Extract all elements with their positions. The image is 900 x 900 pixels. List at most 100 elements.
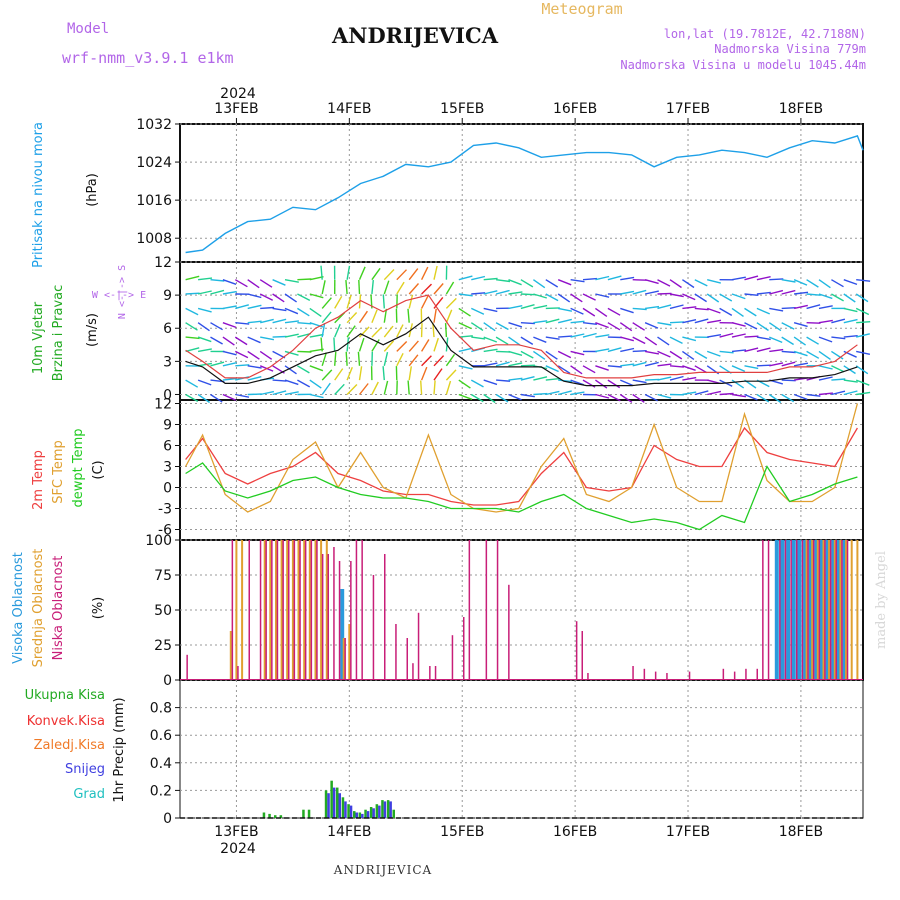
precip-bar (324, 790, 328, 818)
wind-arrow (694, 279, 708, 287)
wind-arrow (433, 283, 444, 295)
wind-arrow (222, 377, 237, 381)
wind-arrow (706, 350, 721, 357)
wind-arrow (433, 308, 437, 323)
wind-arrow (570, 365, 583, 375)
wind-arrow (458, 307, 471, 317)
cloud-bar (248, 540, 250, 680)
wind-arrow (694, 365, 708, 374)
cloud-bar (808, 540, 813, 680)
wind-arrow (445, 297, 457, 309)
wind-arrow (371, 280, 374, 295)
panel-frames (179, 123, 864, 819)
cloud-label-high: Visoka Oblacnost (11, 552, 26, 664)
precip-bar (358, 812, 362, 818)
wind-arrow (210, 336, 223, 345)
wind-arrow (235, 393, 250, 398)
wind-arrows (185, 265, 871, 404)
wind-speed-line (185, 316, 858, 387)
year-top: 2024 (220, 86, 256, 102)
wind-arrow (383, 308, 388, 323)
wind-arrow (707, 319, 722, 324)
wind-arrow (557, 350, 572, 359)
y-tick-label: 9 (163, 288, 172, 304)
wind-arrow (260, 390, 275, 396)
wind-arrow (694, 307, 709, 311)
wind-arrow (483, 277, 498, 281)
pressure-unit: (hPa) (85, 173, 100, 207)
wind-arrow (284, 307, 299, 315)
wind-arrow (793, 336, 806, 346)
cloud-bar (355, 540, 358, 680)
cloud-bar (812, 540, 815, 680)
cloud-bar (836, 540, 841, 680)
wind-arrow (520, 279, 534, 288)
wind-arrow (533, 336, 547, 343)
temp-label-dewpt: dewpt Temp (71, 428, 86, 507)
wind-arrow (520, 350, 534, 359)
wind-arrow (669, 304, 684, 310)
y-tick-label: 0.8 (150, 701, 172, 717)
wind-arrow (334, 312, 345, 324)
date-label-top: 15FEB (440, 101, 484, 117)
wind-arrow (657, 322, 672, 326)
wind-arrow (222, 290, 237, 295)
y-tick-label: -6 (158, 523, 172, 539)
precip-bar (344, 801, 347, 818)
y-tick-label: 12 (154, 255, 172, 271)
cloud-bar (825, 540, 830, 680)
cloud-bar (231, 540, 234, 680)
wind-axis-label: 10m Vjetar (31, 301, 46, 374)
wind-arrow (582, 277, 598, 281)
wind-arrow (396, 269, 408, 281)
cloud-label-mid: Srednja Oblacnost (31, 549, 46, 668)
cloud-bar (282, 540, 284, 680)
y-tick-label: 1024 (136, 155, 172, 171)
panel-frame (179, 123, 864, 263)
cloud-bar (338, 561, 341, 680)
wind-arrow (408, 283, 420, 295)
wind-arrow (371, 326, 383, 338)
cloud-bar (361, 540, 363, 680)
cloud-bar (344, 638, 346, 680)
cloud-bar (186, 654, 188, 680)
wind-arrow (756, 276, 771, 281)
wind-arrow (781, 379, 796, 382)
cloud-bar (733, 671, 736, 680)
wind-arrow (346, 337, 350, 352)
y-tick-label: 0 (163, 387, 172, 403)
wind-arrow (843, 318, 858, 324)
wind-arrow (260, 318, 274, 324)
cloud-panel (180, 540, 863, 680)
wind-arrow (620, 276, 635, 281)
wind-arrow (669, 350, 683, 360)
wind-arrow (843, 293, 856, 303)
wind-arrow (669, 279, 682, 289)
cloud-bar (297, 540, 300, 680)
wind-arrow (818, 293, 833, 300)
wind-arrow (508, 362, 523, 367)
wind-arrow (570, 391, 585, 396)
wind-arrow (682, 391, 697, 396)
wind-arrow (382, 294, 385, 309)
wind-arrow (706, 307, 721, 314)
wind-arrow (247, 293, 262, 299)
wind-arrow (458, 393, 473, 400)
wind-arrow (607, 275, 622, 281)
wind-arrow (657, 336, 670, 346)
cloud-bar (845, 540, 848, 680)
wind-axis-sublabel: Brzina i Pravac (51, 285, 66, 382)
wind-arrow (247, 393, 262, 396)
cloud-bar (406, 638, 408, 680)
wind-arrow (508, 291, 523, 295)
wind-arrow (235, 364, 250, 367)
wind-arrow (495, 322, 509, 331)
wind-arrow (644, 336, 658, 346)
wind-arrow (321, 297, 332, 309)
wind-arrow (247, 350, 260, 360)
wind-arrow (358, 383, 369, 395)
y-tick-label: 0 (163, 811, 172, 827)
wind-arrow (408, 354, 419, 367)
wind-arrow (756, 393, 770, 403)
wind-arrow (632, 289, 647, 295)
